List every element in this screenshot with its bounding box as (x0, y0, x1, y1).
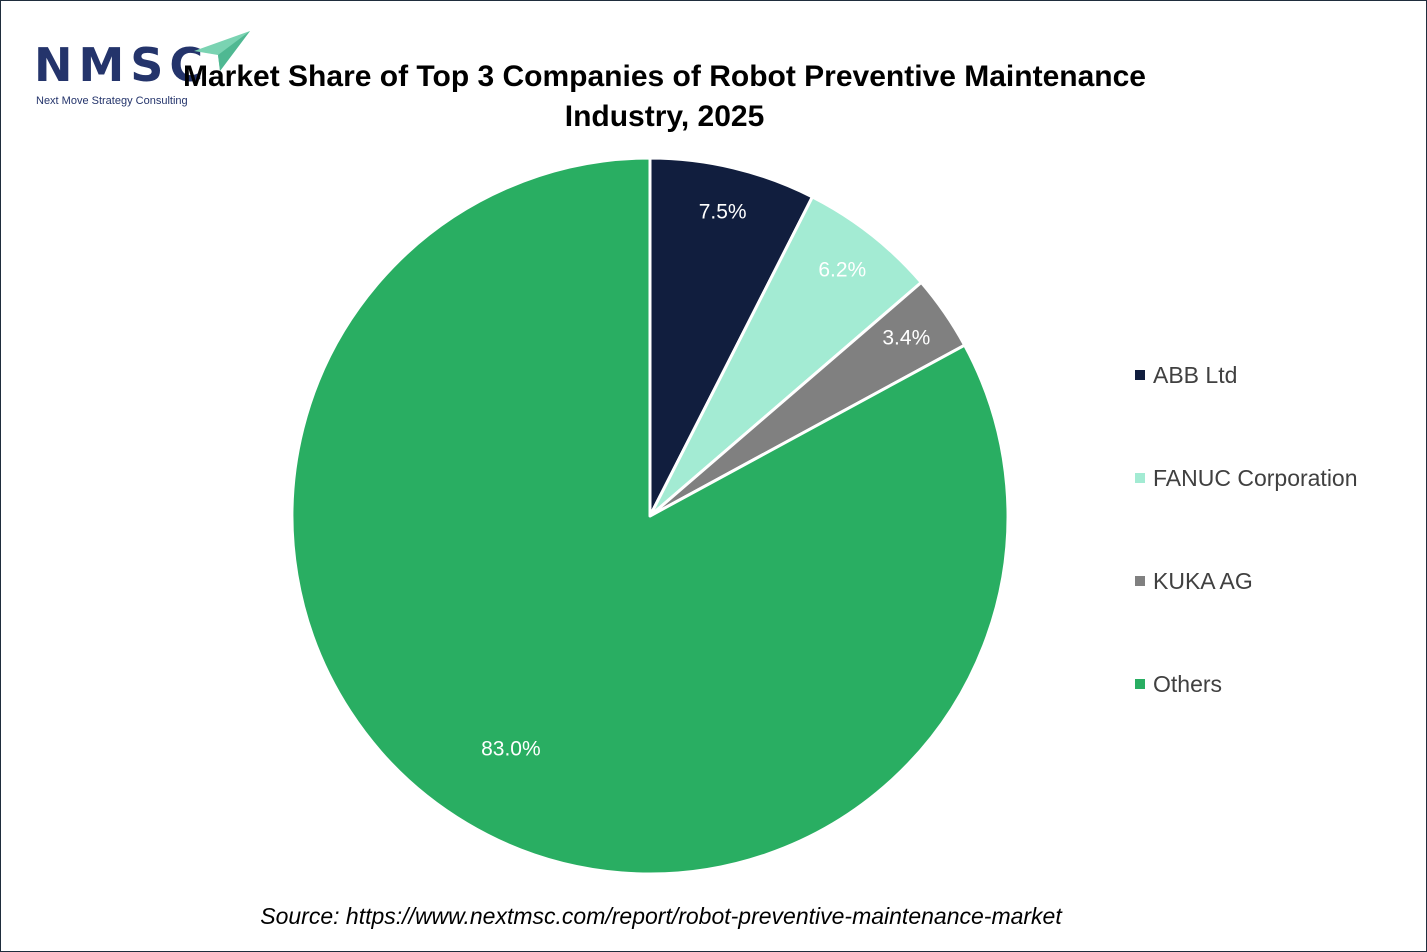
legend-label: KUKA AG (1153, 568, 1253, 594)
chart-title-line-2: Industry, 2025 (564, 100, 765, 133)
pie-slice-others (290, 156, 1010, 876)
logo-tagline: Next Move Strategy Consulting (36, 95, 188, 107)
data-label-fanuc-corporation: 6.2% (818, 259, 866, 282)
chart-title-line-1: Market Share of Top 3 Companies of Robot… (183, 60, 1146, 93)
legend-label: FANUC Corporation (1153, 465, 1358, 491)
pie-slice-fanuc-corporation (648, 195, 923, 518)
logo-arrow-icon (194, 31, 250, 71)
nmsc-logo: NMSC Next Move Strategy Consulting (34, 31, 250, 113)
data-label-abb-ltd: 7.5% (699, 201, 747, 224)
logo-wordmark: NMSC (34, 38, 210, 92)
data-label-others: 83.0% (481, 737, 541, 760)
source-note: Source: https://www.nextmsc.com/report/r… (260, 903, 1062, 929)
data-label-kuka-ag: 3.4% (882, 327, 930, 350)
legend-swatch (1135, 473, 1145, 483)
legend-swatch (1135, 576, 1145, 586)
legend-label: ABB Ltd (1153, 362, 1238, 388)
legend-label: Others (1153, 671, 1223, 697)
legend-swatch (1135, 679, 1145, 689)
chart-title: Market Share of Top 3 Companies of Robot… (0, 57, 1427, 137)
legend-swatch (1135, 370, 1145, 380)
pie-slice-abb-ltd (648, 156, 814, 518)
